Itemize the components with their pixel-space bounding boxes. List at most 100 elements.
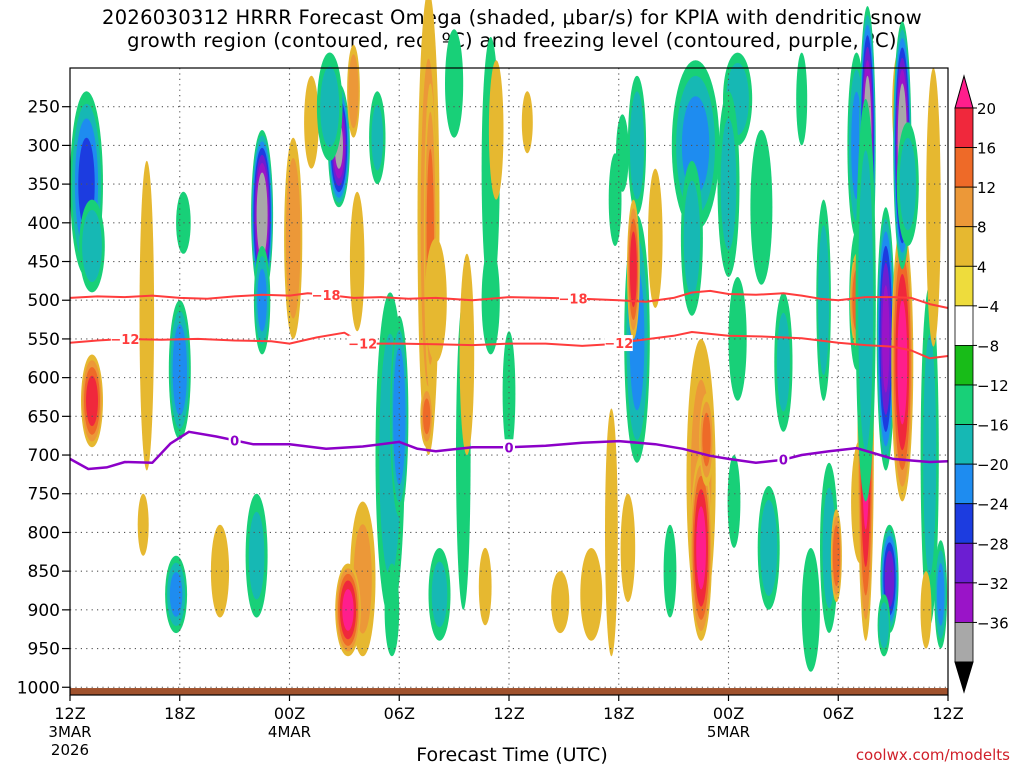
dendritic-isotherm-line [69,331,949,360]
omega-cell [253,246,271,355]
omega-colorbar: 20 16 12 8 4 −4 −8 −12 −16 −20 −24 −28 −32 −36 [954,74,1009,694]
omega-level-patch [86,375,98,427]
omega-level-patch [702,412,711,467]
omega-cell [79,199,105,293]
omega-cell [428,548,451,641]
contour-label-bg [777,451,790,468]
colorbar-label: −28 [977,535,1009,553]
omega-level-patch [580,548,603,641]
omega-cell [855,98,876,502]
colorbar-label: 8 [977,219,987,237]
contour-label-bg [228,432,241,449]
date-label: 4MAR [268,723,311,741]
omega-cell [934,540,948,649]
pressure-tick-label: 400 [28,214,60,234]
omega-level-patch [879,602,889,649]
colorbar-swatch [954,503,974,544]
colorbar-label: −32 [977,575,1009,593]
omega-level-patch [605,408,618,657]
omega-level-patch [521,91,533,154]
pressure-tick-label: 550 [28,330,60,350]
contour-label-bg [110,330,139,347]
omega-level-patch [696,506,706,590]
colorbar-bottom-arrow [954,661,974,694]
colorbar-swatch [954,305,974,346]
pressure-tick-label: 600 [28,369,60,389]
omega-level-patch [445,29,464,138]
pressure-tick-label: 950 [28,640,60,660]
colorbar-label: −16 [977,417,1009,435]
omega-level-patch [551,571,570,634]
omega-level-patch [884,550,895,608]
omega-level-patch [137,493,149,556]
colorbar-label: −24 [977,496,1009,514]
omega-cell [926,68,941,347]
omega-cell [757,486,780,610]
omega-shading-layer [70,0,948,672]
time-tick-label: 00Z [274,704,305,723]
time-tick-label: 12Z [493,704,524,723]
omega-level-patch [424,238,447,363]
omega-cell [605,408,618,657]
omega-level-patch [728,277,747,401]
pressure-tick-label: 450 [28,253,60,273]
omega-cell [168,300,191,440]
contour-label: 0 [230,434,239,449]
omega-level-patch [258,185,266,246]
isotherm-contours: −18 −18 −12 −12 −12 0 0 0 [69,286,949,471]
contour-label: −12 [110,333,139,348]
omega-cell [369,91,386,185]
colorbar-swatch [954,107,974,148]
omega-level-patch [431,561,448,628]
colorbar-top-arrow [954,74,974,109]
time-tick-label: 18Z [603,704,634,723]
omega-level-patch [858,150,874,451]
contour-label-bg [312,286,341,303]
pressure-tick-label: 650 [28,407,60,427]
omega-cell [384,563,400,657]
contour-label-bg [348,335,377,352]
omega-level-patch [459,253,475,455]
omega-level-patch [257,268,267,332]
pressure-tick-label: 300 [28,136,60,156]
omega-cell [699,393,714,486]
omega-level-patch [304,75,319,169]
chart-title-line-1: 2026030312 HRRR Forecast Omega (shaded, … [101,6,922,29]
pressure-tick-label: 700 [28,446,60,466]
omega-cell [717,91,740,277]
pressure-tick-label: 800 [28,523,60,543]
omega-level-patch [926,68,941,347]
omega-cell [796,52,808,146]
site-credit: coolwx.com/modelts [855,746,1010,764]
contour-label: −12 [348,338,377,353]
omega-level-patch [139,160,155,471]
omega-level-patch [937,563,945,626]
colorbar-label: −12 [977,377,1009,395]
omega-level-patch [683,180,701,296]
omega-cell [488,60,504,200]
omega-cell [627,199,640,339]
omega-level-patch [488,60,504,200]
colorbar-swatch [954,384,974,425]
omega-cell [481,246,500,355]
omega-cell [304,75,319,169]
date-label: 3MAR [48,723,91,741]
omega-level-patch [169,572,183,617]
pressure-tick-label: 1000 [17,678,60,698]
omega-level-patch [897,299,908,425]
omega-cell [165,555,188,634]
colorbar-label: 20 [977,100,996,118]
contour-label-bg [604,335,633,352]
pressure-tick-label: 900 [28,601,60,621]
omega-cell [245,493,268,618]
omega-cell [445,29,464,138]
omega-level-patch [776,312,790,412]
omega-cell [648,168,663,308]
omega-level-patch [82,210,102,282]
omega-cell [210,524,230,618]
pressure-axis: 250 300 350 400 450 500 550 600 650 700 750 800 850 9… [17,98,70,698]
pressure-tick-label: 250 [28,98,60,118]
omega-cell [521,91,533,154]
contour-label-bg [503,439,515,456]
